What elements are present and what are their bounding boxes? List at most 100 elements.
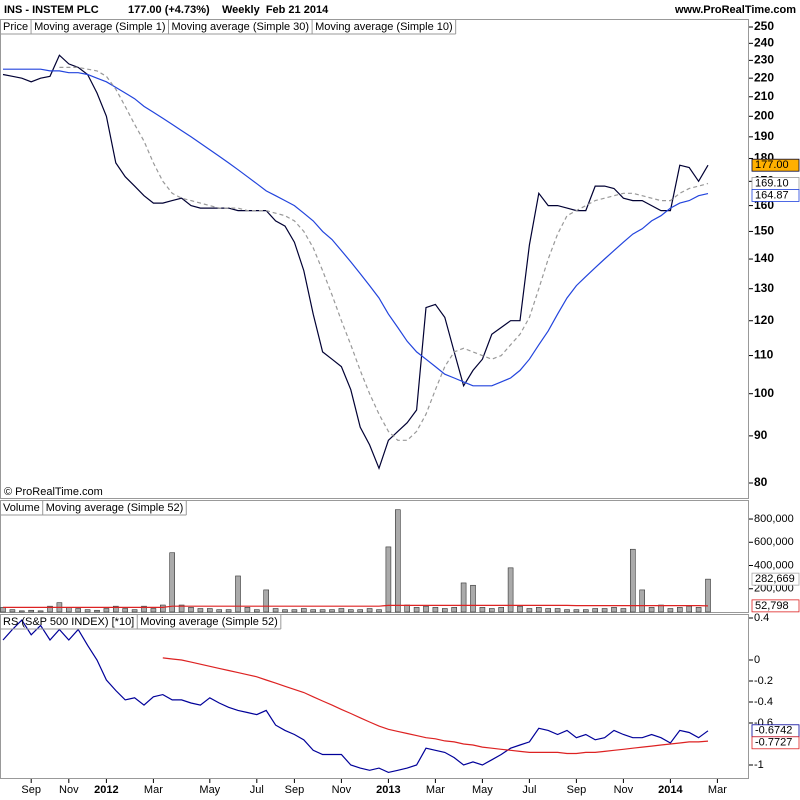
y-tick-label: 210 [754, 89, 774, 103]
y-tick-label: 800,000 [754, 513, 794, 525]
y-tick-label: 120 [754, 313, 774, 327]
x-tick-label: Jul [250, 784, 264, 796]
volume-bar [517, 605, 523, 613]
volume-bar [376, 609, 382, 613]
volume-bar [629, 548, 636, 613]
volume-bar [235, 575, 241, 613]
legend-entry: Moving average (Simple 1) [34, 21, 165, 33]
x-tick-label: May [199, 784, 220, 796]
x-tick-label: May [472, 784, 493, 796]
y-tick-label: 0 [754, 654, 760, 666]
y-tick-label: -0.2 [754, 675, 773, 687]
volume-bar [573, 609, 580, 613]
y-tick-label: 100 [754, 386, 774, 400]
volume-bar [582, 609, 589, 613]
x-tick-label: Sep [21, 784, 41, 796]
series-line [2, 619, 709, 774]
series-line [3, 68, 709, 387]
volume-bar [611, 607, 617, 613]
volume-bar [0, 607, 6, 613]
volume-bar [272, 608, 279, 613]
y-tick-label: 190 [754, 129, 774, 143]
last-value-box [751, 736, 800, 750]
x-tick-label: Mar [144, 784, 163, 796]
volume-bar [131, 609, 138, 613]
volume-bar [150, 608, 157, 613]
last-value-box [751, 572, 800, 586]
volume-bar [385, 546, 392, 613]
volume-bar [310, 609, 317, 613]
rs-panel [0, 614, 749, 779]
volume-bar [507, 567, 514, 613]
volume-bar [207, 608, 213, 613]
volume-bar [18, 610, 25, 613]
y-tick-label: 250 [754, 19, 774, 33]
volume-bar [329, 609, 335, 613]
last-value-label: 282,669 [755, 573, 795, 585]
volume-bar [488, 608, 495, 613]
volume-bar [451, 607, 458, 613]
volume-bar [28, 609, 35, 613]
price-panel [0, 19, 749, 499]
x-tick-label: Mar [426, 784, 445, 796]
volume-bar [282, 609, 288, 613]
x-tick-label: 2012 [94, 784, 118, 796]
volume-bar [545, 608, 552, 613]
volume-bar [225, 609, 232, 613]
legend-entry: Moving average (Simple 30) [172, 21, 310, 33]
legend-entry: RS (S&P 500 INDEX) [*10] [3, 616, 134, 628]
x-tick-label: Jul [522, 784, 536, 796]
y-tick-label: -0.4 [754, 696, 773, 708]
last-value-label: 164.87 [755, 189, 789, 201]
last-value-label: -0.6742 [755, 725, 792, 737]
y-tick-label: 230 [754, 53, 774, 67]
volume-bar [9, 609, 16, 613]
volume-bar [413, 607, 420, 613]
x-tick-label: Nov [59, 784, 79, 796]
volume-bar [526, 608, 533, 613]
volume-bar [667, 608, 674, 613]
last-value-box [751, 158, 800, 172]
volume-bar [244, 607, 251, 613]
volume-bar [498, 607, 505, 613]
x-tick-label: Sep [285, 784, 305, 796]
x-tick-label: Nov [614, 784, 634, 796]
y-tick-label: 200,000 [754, 583, 794, 595]
volume-bar [695, 607, 702, 613]
volume-bar [75, 608, 81, 613]
volume-bar [291, 609, 298, 613]
volume-bar [460, 582, 467, 613]
volume-bar [686, 605, 693, 613]
x-tick-label: Nov [332, 784, 352, 796]
volume-bar [601, 608, 608, 613]
series-line [162, 657, 709, 755]
x-tick-label: 2013 [376, 784, 400, 796]
last-value-label: -0.7727 [755, 737, 792, 749]
volume-bar [94, 609, 100, 613]
y-tick-label: 110 [754, 348, 774, 362]
volume-bar [319, 609, 326, 613]
series-line [59, 66, 709, 441]
volume-bar [676, 607, 683, 613]
volume-bar [338, 608, 345, 613]
y-tick-label: 130 [754, 281, 774, 295]
y-tick-label: 220 [754, 70, 774, 84]
volume-bar [423, 605, 429, 613]
legend-entry: Volume [3, 502, 40, 514]
y-tick-label: -1 [754, 759, 764, 771]
volume-bar [300, 608, 307, 613]
legend-entry: Moving average (Simple 52) [140, 616, 278, 628]
volume-bar [639, 589, 646, 613]
volume-bar [394, 509, 401, 613]
volume-bar [441, 608, 448, 613]
volume-bar [705, 578, 711, 613]
volume-bar [554, 608, 561, 613]
volume-bar [648, 607, 655, 613]
symbol: INS - INSTEM PLC [4, 4, 99, 16]
y-tick-label: 0.4 [754, 612, 769, 624]
last-value-label: 177.00 [755, 159, 789, 171]
x-tick-label: Sep [567, 784, 587, 796]
volume-bar [122, 608, 128, 613]
